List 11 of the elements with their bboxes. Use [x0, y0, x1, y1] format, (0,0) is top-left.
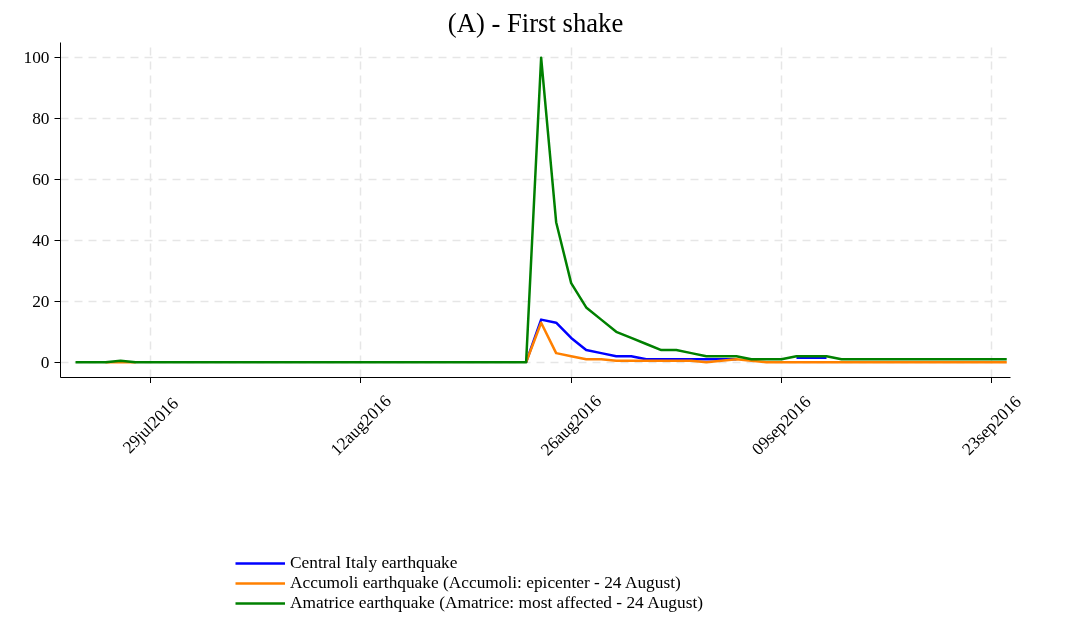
y-tick-label: 40	[32, 230, 50, 250]
legend-label: Amatrice earthquake (Amatrice: most affected - 24 August)	[290, 593, 703, 613]
y-tick-label: 80	[32, 109, 50, 129]
legend-label: Accumoli earthquake (Accumoli: epicenter - 24 August)	[290, 573, 681, 593]
y-tick-label: 60	[32, 170, 50, 190]
line-series	[74, 56, 1008, 364]
legend-label: Central Italy earthquake	[290, 553, 458, 573]
y-tick-label: 100	[23, 48, 50, 68]
chart-title: (A) - First shake	[447, 7, 624, 38]
y-tick-label: 0	[40, 352, 50, 372]
y-tick-label: 20	[32, 291, 50, 311]
